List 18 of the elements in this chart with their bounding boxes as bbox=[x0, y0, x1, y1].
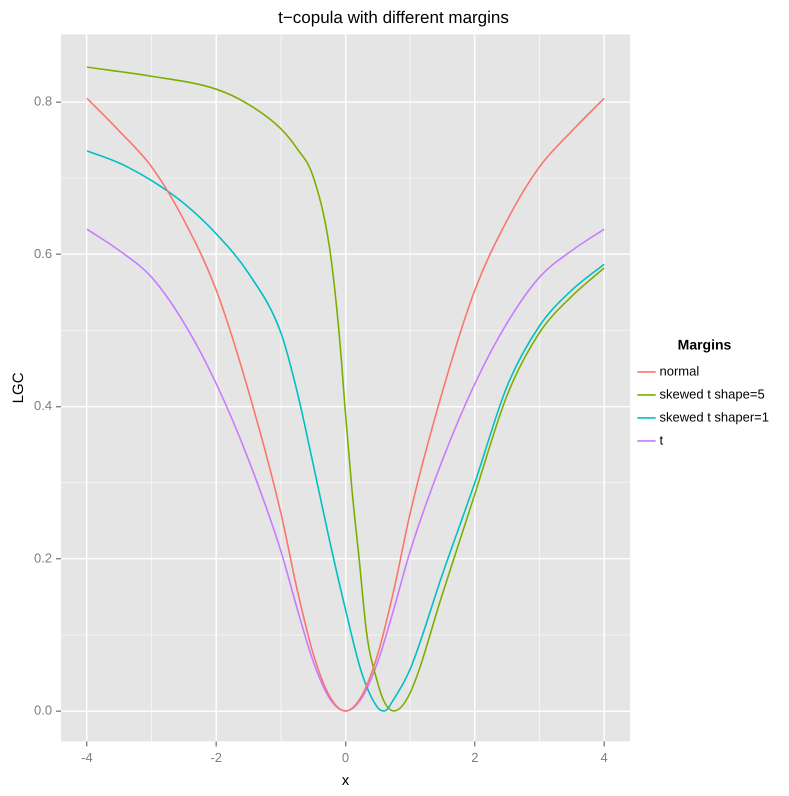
x-tick-label: 0 bbox=[342, 750, 350, 765]
y-tick-label: 0.4 bbox=[34, 398, 52, 414]
chart-title: t−copula with different margins bbox=[278, 8, 509, 27]
x-tick-label: 2 bbox=[471, 750, 478, 765]
x-axis-title: x bbox=[342, 772, 350, 790]
y-tick-label: 0.8 bbox=[34, 94, 52, 109]
x-tick-label: -4 bbox=[81, 750, 93, 765]
x-tick-label: -2 bbox=[210, 750, 222, 765]
legend-label: skewed t shape=5 bbox=[660, 386, 765, 402]
y-tick-label: 0.6 bbox=[34, 246, 52, 261]
legend-title: Margins bbox=[678, 336, 732, 352]
legend-label: normal bbox=[660, 363, 700, 378]
legend-label: t bbox=[660, 432, 664, 448]
y-tick-label: 0.2 bbox=[34, 550, 52, 566]
y-axis-title: LGC bbox=[10, 372, 28, 404]
legend-label: skewed t shaper=1 bbox=[660, 409, 769, 424]
x-tick-label: 4 bbox=[600, 750, 608, 765]
y-tick-label: 0.0 bbox=[34, 702, 52, 718]
